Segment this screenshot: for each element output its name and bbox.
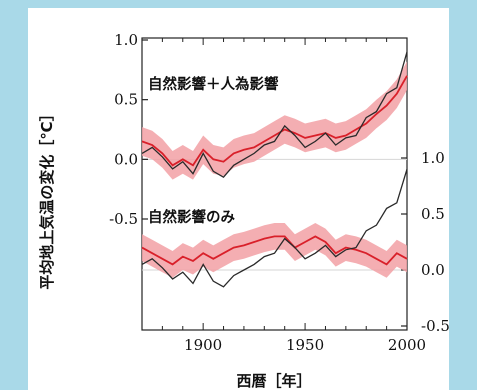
lower-model-band [142, 223, 407, 278]
right-ytick-label: 0.0 [421, 261, 445, 279]
y-axis-label: 平均地上気温の変化［℃］ [38, 106, 56, 289]
upper-model-mean-line [141, 75, 408, 167]
upper-observed-line [141, 51, 408, 179]
xtick-label: 1900 [184, 336, 222, 354]
chart-card: 平均地上気温の変化［℃］ 自然影響＋人為影響 自然影響のみ 1.0 0.5 0.0 -… [28, 8, 449, 390]
right-ytick-label: -0.5 [421, 317, 449, 335]
plot-layer: 1.0 0.5 0.0 -0.5 1.0 0.5 0.0 -0.5 1900 1950 2000 [109, 31, 449, 354]
lower-panel-title: 自然影響のみ [148, 208, 235, 226]
left-ytick-label: 1.0 [114, 31, 138, 49]
temperature-chart: 平均地上気温の変化［℃］ 自然影響＋人為影響 自然影響のみ 1.0 0.5 0.0 -… [38, 31, 449, 390]
right-ytick-label: 0.5 [421, 205, 445, 223]
left-ytick-label: 0.0 [114, 150, 138, 168]
upper-panel-title: 自然影響＋人為影響 [148, 75, 279, 93]
right-ytick-label: 1.0 [421, 149, 445, 167]
xtick-label: 2000 [388, 336, 426, 354]
lower-observed-line [141, 169, 408, 288]
left-ytick-label: 0.5 [114, 91, 138, 109]
upper-model-band [142, 61, 407, 180]
plot-frame [141, 37, 408, 331]
xtick-label: 1950 [286, 336, 324, 354]
left-ytick-label: -0.5 [109, 210, 138, 228]
lower-model-mean-line [141, 235, 408, 266]
x-axis-label: 西暦［年］ [236, 372, 311, 390]
